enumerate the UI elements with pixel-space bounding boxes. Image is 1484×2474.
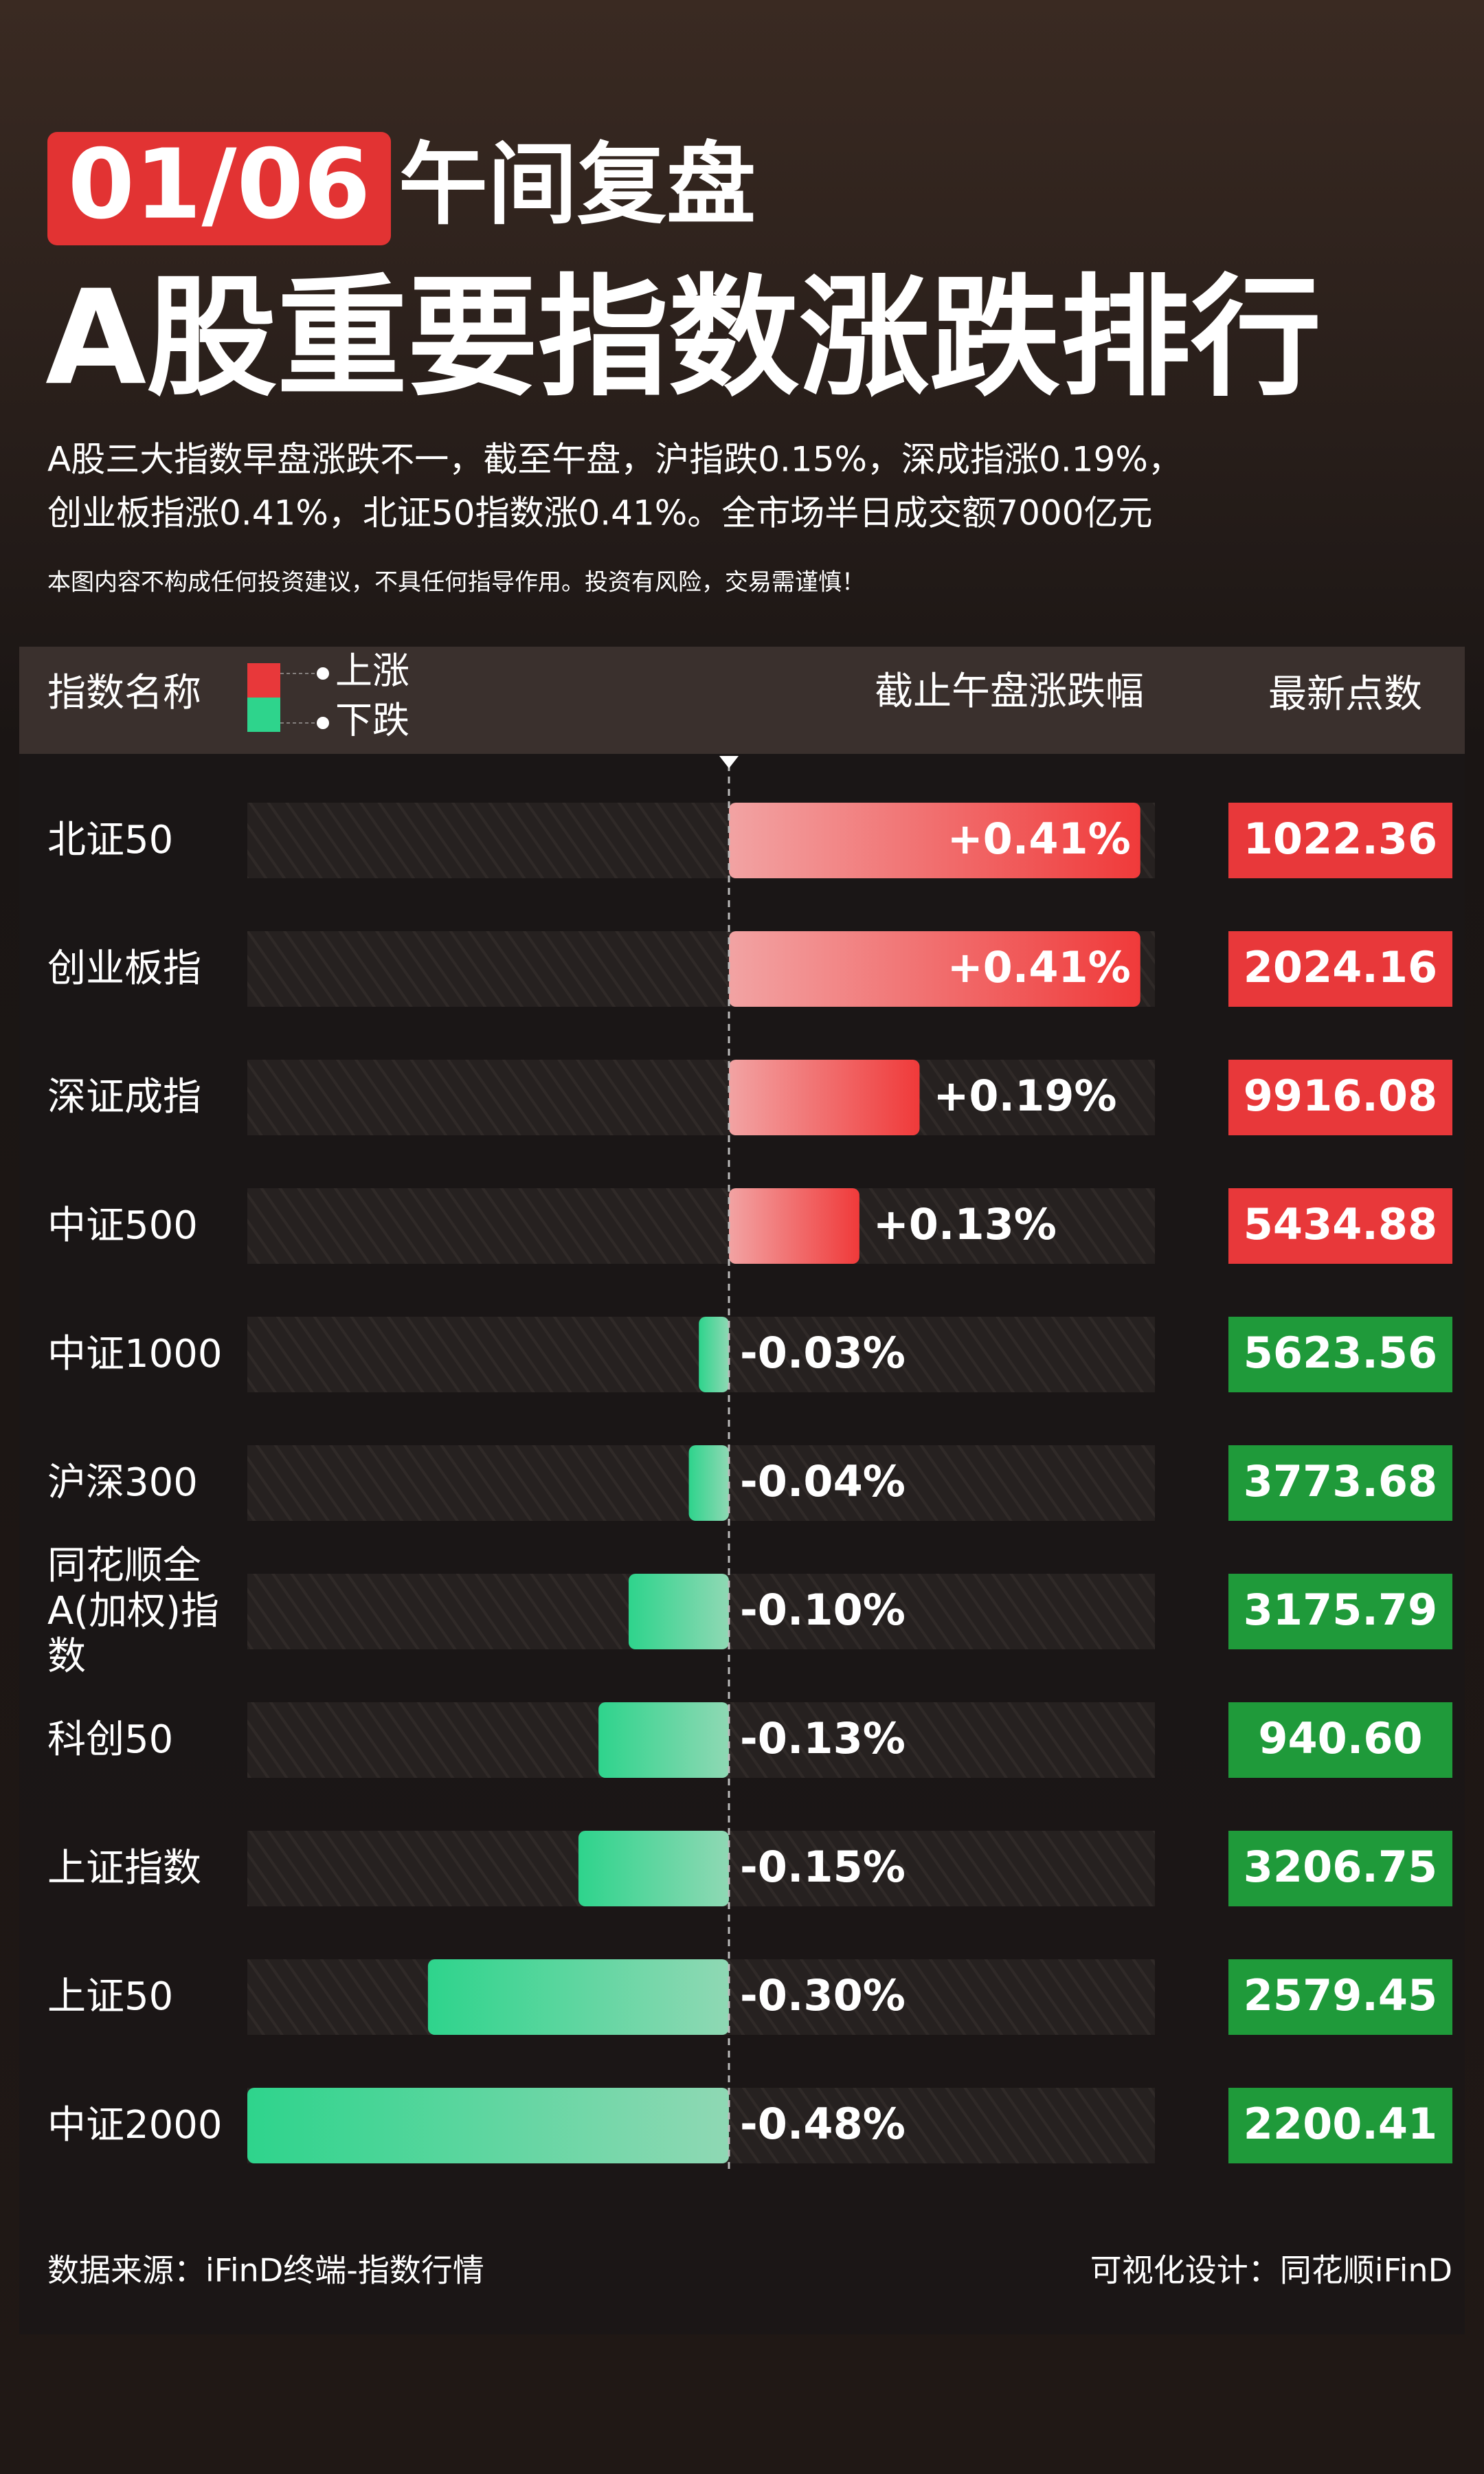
summary-line: 创业板指涨0.41%，北证50指数涨0.41%。全市场半日成交额7000亿元 [47,493,1153,533]
value-label: +0.13% [873,1199,1057,1249]
category-label: 科创50 [47,1717,174,1762]
latest-value: 3206.75 [1244,1842,1437,1892]
bar [427,1959,729,2035]
header-latest: 最新点数 [1268,672,1422,717]
latest-box [1228,1959,1452,2035]
latest-box [1228,803,1452,878]
latest-value: 3175.79 [1244,1585,1437,1635]
legend-swatch [247,663,280,698]
bar [628,1574,729,1649]
header-name: 指数名称 [47,671,201,715]
legend-label: 上涨 [335,649,409,693]
latest-value: 9916.08 [1244,1071,1437,1121]
value-label: -0.15% [740,1842,906,1892]
bar-track [247,1188,1155,1264]
summary-line: A股三大指数早盘涨跌不一，截至午盘，沪指跌0.15%，深成指涨0.19%， [47,440,1182,480]
bar [729,1060,920,1135]
latest-value: 3773.68 [1244,1456,1437,1506]
category-label: 创业板指 [47,946,201,991]
latest-box [1228,931,1452,1007]
bar [729,803,1140,878]
latest-box [1228,1831,1452,1906]
value-label: +0.19% [933,1071,1116,1121]
latest-value: 5434.88 [1244,1199,1437,1249]
category-label: 中证500 [47,1203,198,1248]
legend-dot [317,717,329,729]
category-label: 深证成指 [47,1075,201,1119]
header-change: 截止午盘涨跌幅 [875,669,1144,714]
category-label: 中证1000 [47,1332,223,1377]
bar [699,1317,729,1392]
latest-value: 2579.45 [1244,1970,1437,2020]
date: 01/06 [68,129,371,241]
latest-box [1228,2088,1452,2163]
value-label: -0.48% [740,2099,906,2149]
value-label: -0.30% [740,1970,906,2020]
latest-box [1228,1060,1452,1135]
category-label: 同花顺全A(加权)指数 [47,1544,220,1679]
latest-box [1228,1574,1452,1649]
footer-design: 可视化设计：同花顺iFinD [1090,2252,1452,2289]
bar [729,1188,859,1264]
bar [578,1831,729,1906]
bar [598,1702,729,1778]
latest-box [1228,1317,1452,1392]
value-label: -0.03% [740,1328,906,1378]
category-label: 沪深300 [47,1460,198,1505]
legend-label: 下跌 [335,699,409,742]
legend-swatch [247,698,280,732]
latest-box [1228,1445,1452,1521]
category-label: 上证50 [47,1974,174,2019]
footer-source: 数据来源：iFinD终端-指数行情 [47,2252,484,2289]
category-label: 上证指数 [47,1846,201,1891]
bar [688,1445,729,1521]
value-label: -0.10% [740,1585,906,1635]
bar [247,2088,729,2163]
latest-value: 940.60 [1258,1713,1422,1763]
disclaimer: 本图内容不构成任何投资建议，不具任何指导作用。投资有风险，交易需谨慎！ [47,569,865,597]
title-suffix: 午间复盘 [398,133,756,237]
title: A股重要指数涨跌排行 [45,262,1321,414]
value-label: +0.41% [947,814,1131,864]
zero-marker [719,756,739,768]
value-label: -0.04% [740,1456,906,1506]
latest-box [1228,1188,1452,1264]
latest-value: 2200.41 [1244,2099,1437,2149]
bar [729,931,1140,1007]
latest-box [1228,1702,1452,1778]
date-badge [47,132,391,245]
value-label: +0.41% [947,942,1131,992]
category-label: 北证50 [47,818,174,862]
category-label: 中证2000 [47,2103,223,2148]
table-header [19,647,1465,754]
legend-dot [317,667,329,680]
latest-value: 1022.36 [1244,814,1437,864]
latest-value: 5623.56 [1244,1328,1437,1378]
value-label: -0.13% [740,1713,906,1763]
latest-value: 2024.16 [1244,942,1437,992]
bar-track [247,1060,1155,1135]
